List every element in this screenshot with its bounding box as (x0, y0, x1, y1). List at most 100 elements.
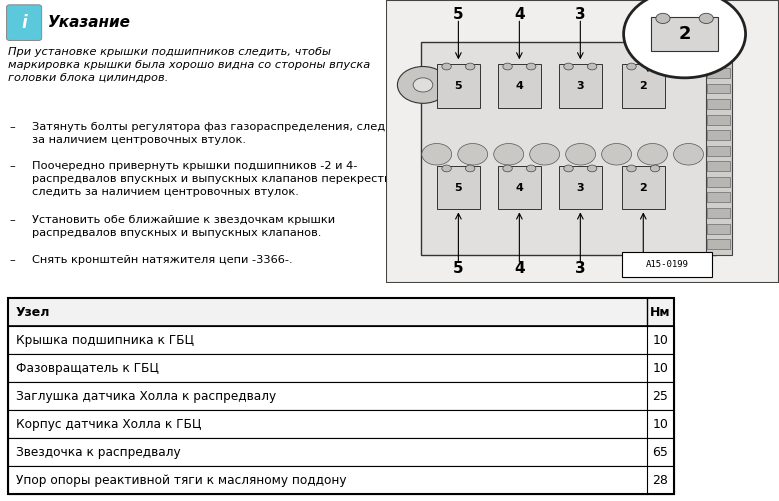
Bar (707, 208, 730, 218)
Circle shape (413, 78, 433, 92)
Bar (707, 40, 731, 255)
Circle shape (627, 63, 636, 70)
Text: 2: 2 (638, 262, 649, 277)
Text: 10: 10 (652, 418, 668, 431)
Bar (707, 99, 730, 109)
Circle shape (601, 143, 632, 165)
Bar (707, 223, 730, 233)
Circle shape (466, 63, 475, 70)
Text: Снять кронштейн натяжителя цепи -3366-.: Снять кронштейн натяжителя цепи -3366-. (32, 255, 292, 265)
FancyBboxPatch shape (6, 5, 41, 41)
Circle shape (627, 165, 636, 172)
Circle shape (637, 143, 668, 165)
Bar (707, 53, 730, 62)
Circle shape (587, 165, 597, 172)
Bar (707, 146, 730, 156)
Bar (437, 166, 480, 209)
Text: 5: 5 (455, 81, 462, 91)
Bar (8, 326, 674, 354)
Circle shape (650, 165, 660, 172)
Bar (622, 166, 665, 209)
Text: 4: 4 (514, 262, 525, 277)
Circle shape (656, 14, 670, 24)
Text: i: i (21, 14, 27, 32)
Text: 4: 4 (514, 7, 525, 22)
Circle shape (530, 143, 559, 165)
Bar (707, 130, 730, 140)
Text: 25: 25 (652, 390, 668, 403)
Text: Затянуть болты регулятора фаз газораспределения, следить
за наличием центровочны: Затянуть болты регулятора фаз газораспре… (32, 122, 406, 144)
Text: –: – (9, 255, 16, 265)
Bar (707, 68, 730, 78)
Bar (651, 17, 718, 51)
Circle shape (421, 143, 452, 165)
Circle shape (587, 63, 597, 70)
Bar (8, 466, 674, 494)
Text: 3: 3 (575, 7, 586, 22)
Circle shape (494, 143, 523, 165)
Circle shape (564, 165, 573, 172)
Circle shape (566, 143, 596, 165)
Circle shape (442, 165, 451, 172)
Text: 5: 5 (453, 262, 464, 277)
Bar (622, 64, 665, 108)
Text: 2: 2 (640, 81, 647, 91)
Bar (707, 239, 730, 249)
Circle shape (502, 63, 513, 70)
Bar (559, 166, 602, 209)
Bar (498, 64, 541, 108)
Text: Установить обе ближайшие к звездочкам крышки
распредвалов впускных и выпускных к: Установить обе ближайшие к звездочкам кр… (32, 215, 335, 238)
Circle shape (624, 0, 746, 78)
Text: Заглушка датчика Холла к распредвалу: Заглушка датчика Холла к распредвалу (16, 390, 276, 403)
Bar (707, 84, 730, 93)
Circle shape (674, 143, 703, 165)
Text: 5: 5 (455, 183, 462, 193)
Circle shape (397, 67, 449, 103)
Text: Упор опоры реактивной тяги к масляному поддону: Упор опоры реактивной тяги к масляному п… (16, 474, 346, 487)
Bar (8, 298, 674, 494)
Text: 4: 4 (516, 81, 523, 91)
Bar (622, 252, 712, 278)
Circle shape (466, 165, 475, 172)
Text: Крышка подшипника к ГБЦ: Крышка подшипника к ГБЦ (16, 334, 193, 347)
Text: 3: 3 (576, 183, 584, 193)
Text: A15-0199: A15-0199 (645, 260, 689, 269)
Text: 3: 3 (576, 81, 584, 91)
Text: Узел: Узел (16, 306, 50, 319)
Bar (8, 382, 674, 410)
Text: 4: 4 (516, 183, 523, 193)
Text: Звездочка к распредвалу: Звездочка к распредвалу (16, 446, 180, 459)
Bar (8, 298, 674, 326)
Bar (707, 115, 730, 125)
Circle shape (527, 165, 536, 172)
Text: –: – (9, 161, 16, 171)
Circle shape (699, 14, 714, 24)
Bar (707, 161, 730, 171)
Bar (8, 354, 674, 382)
Text: 10: 10 (652, 362, 668, 375)
Circle shape (442, 63, 451, 70)
Text: 3: 3 (575, 262, 586, 277)
Text: 5: 5 (453, 7, 464, 22)
Text: Указание: Указание (48, 15, 131, 30)
Text: 28: 28 (652, 474, 668, 487)
Text: 2: 2 (679, 25, 691, 43)
Text: Поочередно привернуть крышки подшипников -2 и 4-
распредвалов впускных и выпускн: Поочередно привернуть крышки подшипников… (32, 161, 402, 197)
Bar (8, 410, 674, 438)
Text: Фазовращатель к ГБЦ: Фазовращатель к ГБЦ (16, 362, 158, 375)
Bar (421, 43, 716, 255)
Bar (8, 438, 674, 466)
Circle shape (650, 63, 660, 70)
Bar (437, 64, 480, 108)
Text: При установке крышки подшипников следить, чтобы
маркировка крышки была хорошо ви: При установке крышки подшипников следить… (8, 47, 370, 83)
Bar (498, 166, 541, 209)
Text: –: – (9, 215, 16, 225)
Text: –: – (9, 122, 16, 132)
Text: Корпус датчика Холла к ГБЦ: Корпус датчика Холла к ГБЦ (16, 418, 201, 431)
Circle shape (527, 63, 536, 70)
Text: Нм: Нм (650, 306, 671, 319)
Bar (559, 64, 602, 108)
Circle shape (458, 143, 488, 165)
Bar (707, 192, 730, 202)
Circle shape (502, 165, 513, 172)
